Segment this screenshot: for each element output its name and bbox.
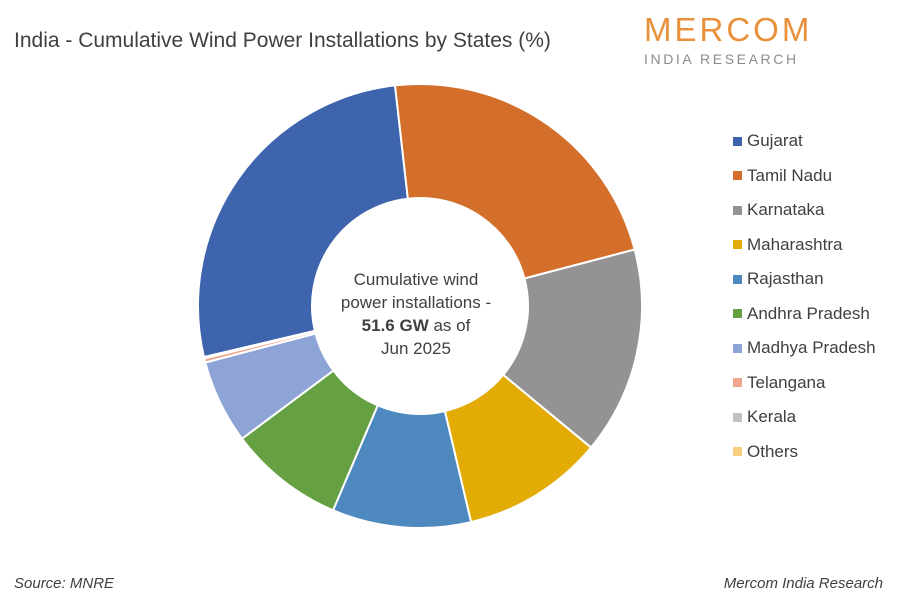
legend-label: Karnataka xyxy=(747,200,825,220)
credit-note: Mercom India Research xyxy=(723,575,883,592)
legend-swatch xyxy=(733,205,742,215)
slice-kerala xyxy=(202,329,317,360)
legend-label: Gujarat xyxy=(747,131,803,151)
legend-item-telangana: Telangana xyxy=(733,366,876,401)
legend-item-madhya-pradesh: Madhya Pradesh xyxy=(733,331,876,366)
chart-title: India - Cumulative Wind Power Installati… xyxy=(14,29,551,52)
center-line-4: Jun 2025 xyxy=(381,339,451,358)
legend-swatch xyxy=(733,309,742,319)
legend-item-kerala: Kerala xyxy=(733,400,876,435)
center-total-value: 51.6 GW xyxy=(361,316,429,335)
slice-karnataka xyxy=(501,248,643,449)
legend-item-rajasthan: Rajasthan xyxy=(733,262,876,297)
center-line-1: Cumulative wind xyxy=(353,270,479,289)
legend-swatch xyxy=(733,447,742,457)
legend-item-karnataka: Karnataka xyxy=(733,193,876,228)
legend-item-tamil-nadu: Tamil Nadu xyxy=(733,159,876,194)
chart-legend: Gujarat Tamil Nadu Karnataka Maharashtra Raj… xyxy=(733,124,876,469)
legend-swatch xyxy=(733,378,742,388)
legend-item-gujarat: Gujarat xyxy=(733,124,876,159)
legend-label: Rajasthan xyxy=(747,269,824,289)
source-note: Source: MNRE xyxy=(14,575,115,592)
slice-gujarat xyxy=(197,84,409,359)
mercom-logo: MERCOM INDIA RESEARCH xyxy=(644,12,824,68)
legend-swatch xyxy=(733,136,742,146)
donut-center-label: Cumulative wind power installations - 51… xyxy=(326,268,506,360)
legend-label: Kerala xyxy=(747,407,797,427)
legend-swatch xyxy=(733,171,742,181)
legend-label: Tamil Nadu xyxy=(747,165,833,185)
legend-label: Madhya Pradesh xyxy=(747,338,876,358)
legend-label: Others xyxy=(747,441,799,461)
legend-item-andhra-pradesh: Andhra Pradesh xyxy=(733,297,876,332)
center-line-3-rest: as of xyxy=(428,316,471,335)
legend-label: Telangana xyxy=(747,372,826,392)
legend-label: Maharashtra xyxy=(747,234,843,254)
center-line-2: power installations - xyxy=(340,293,492,312)
legend-swatch xyxy=(733,343,742,353)
legend-item-others: Others xyxy=(733,435,876,470)
slice-tamil-nadu xyxy=(393,83,636,280)
legend-item-maharashtra: Maharashtra xyxy=(733,228,876,263)
logo-sub-text: INDIA RESEARCH xyxy=(644,51,799,67)
legend-swatch xyxy=(733,274,742,284)
legend-swatch xyxy=(733,240,742,250)
logo-main-text: MERCOM xyxy=(644,11,813,48)
legend-label: Andhra Pradesh xyxy=(747,303,870,323)
legend-swatch xyxy=(733,412,742,422)
center-line-3: 51.6 GW as of xyxy=(326,314,506,337)
